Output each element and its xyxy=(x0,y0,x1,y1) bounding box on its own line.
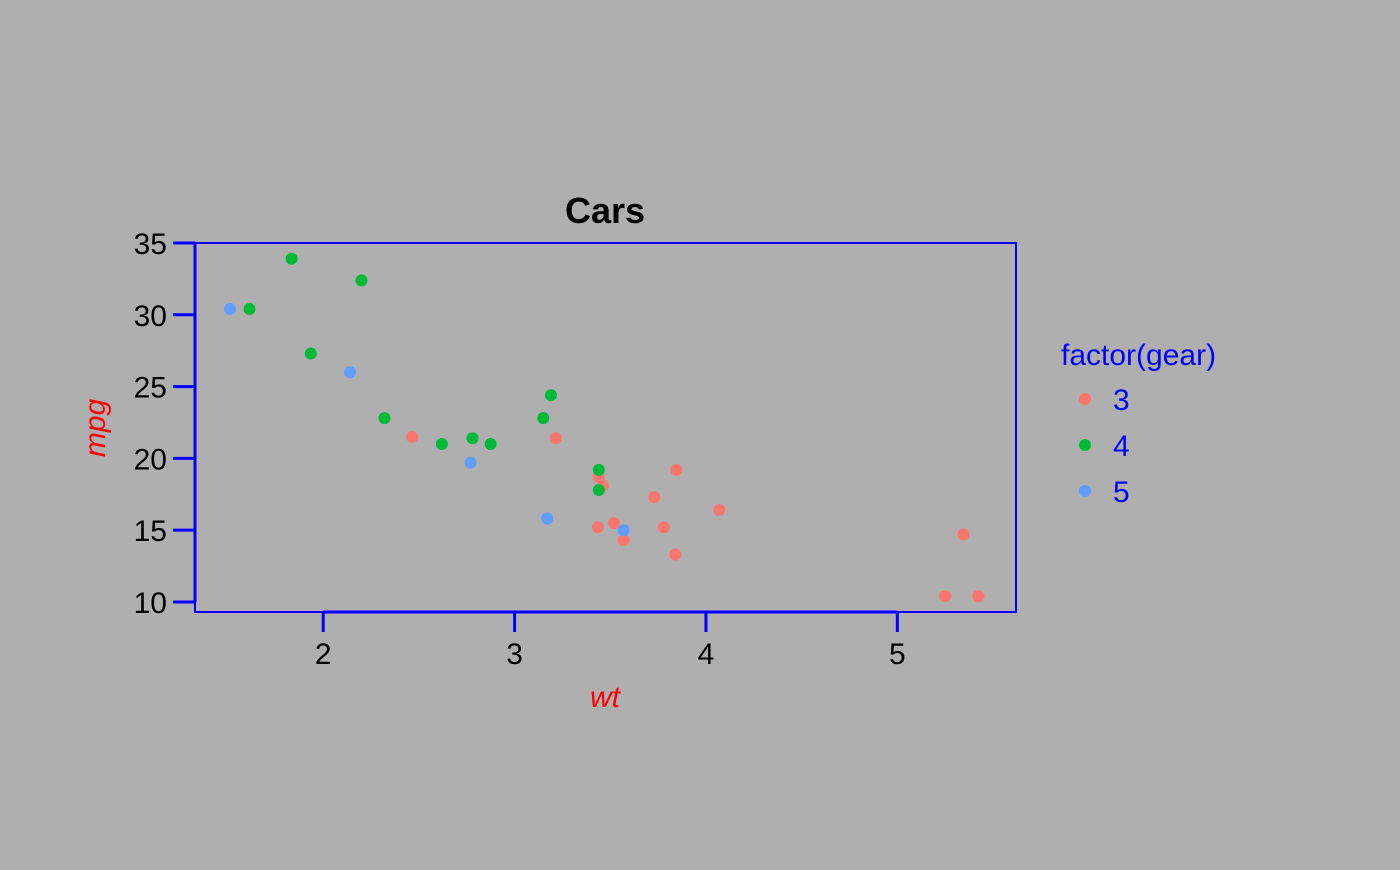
data-point-gear-3 xyxy=(406,430,419,443)
data-point-gear-4 xyxy=(435,438,448,451)
data-point-gear-5 xyxy=(617,524,630,537)
data-point-gear-5 xyxy=(541,512,554,525)
y-tick-label: 35 xyxy=(134,228,167,261)
data-point-gear-3 xyxy=(648,491,661,504)
y-tick-label: 15 xyxy=(134,515,167,548)
legend-items: 3 4 5 xyxy=(1079,384,1130,509)
data-point-gear-4 xyxy=(378,412,391,425)
y-tick-label: 25 xyxy=(134,372,167,405)
x-tick-label: 4 xyxy=(698,638,715,671)
data-point-gear-4 xyxy=(243,303,256,316)
x-axis-title: wt xyxy=(590,681,622,714)
data-point-gear-5 xyxy=(224,303,237,316)
data-point-gear-3 xyxy=(608,516,621,529)
x-axis-ticks: 2 3 4 5 xyxy=(315,612,906,671)
data-point-gear-3 xyxy=(972,590,985,603)
plot-panel-border xyxy=(194,242,1017,613)
data-point-gear-4 xyxy=(544,389,557,402)
legend-key-gear-4 xyxy=(1079,439,1091,451)
data-point-gear-4 xyxy=(285,252,298,265)
x-tick-label: 3 xyxy=(506,638,523,671)
data-point-gear-5 xyxy=(344,366,357,379)
legend: factor(gear) 3 4 5 xyxy=(1061,339,1216,509)
data-point-gear-3 xyxy=(957,528,970,541)
y-axis-ticks: 10 15 20 25 30 35 xyxy=(134,228,195,620)
legend-title: factor(gear) xyxy=(1061,339,1216,372)
data-point-gear-3 xyxy=(657,521,670,534)
y-tick-label: 20 xyxy=(134,443,167,476)
chart-title: Cars xyxy=(565,190,645,231)
legend-key-gear-5 xyxy=(1079,485,1091,497)
y-tick-label: 10 xyxy=(134,587,167,620)
data-point-gear-4 xyxy=(304,347,317,360)
data-point-gear-4 xyxy=(592,483,605,496)
data-point-gear-3 xyxy=(617,534,630,547)
legend-label-gear-4: 4 xyxy=(1113,430,1130,463)
data-point-gear-3 xyxy=(669,548,682,561)
data-point-gear-3 xyxy=(713,504,726,517)
data-point-gear-3 xyxy=(591,521,604,534)
data-point-gear-3 xyxy=(939,590,952,603)
data-point-gear-3 xyxy=(549,432,562,445)
data-point-gear-4 xyxy=(484,438,497,451)
x-tick-label: 2 xyxy=(315,638,332,671)
data-point-gear-4 xyxy=(537,412,550,425)
data-point-gear-4 xyxy=(355,274,368,287)
data-point-gear-4 xyxy=(466,432,479,445)
y-axis-title: mpg xyxy=(79,399,112,458)
x-tick-label: 5 xyxy=(889,638,906,671)
data-point-gear-5 xyxy=(464,456,477,469)
legend-label-gear-3: 3 xyxy=(1113,384,1130,417)
legend-key-gear-3 xyxy=(1079,393,1091,405)
data-point-gear-3 xyxy=(670,463,683,476)
y-tick-label: 30 xyxy=(134,300,167,333)
data-points xyxy=(224,252,985,603)
data-point-gear-4 xyxy=(592,463,605,476)
legend-label-gear-5: 5 xyxy=(1113,476,1130,509)
